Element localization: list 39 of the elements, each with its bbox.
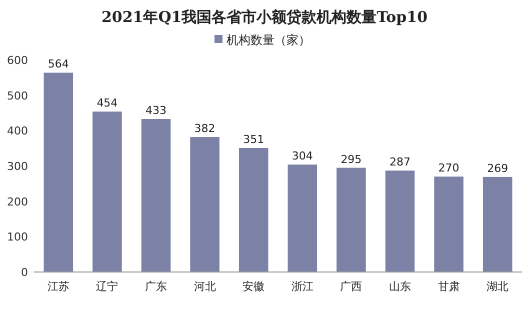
chart-title: 2021年Q1我国各省市小额贷款机构数量Top10 [101, 8, 428, 26]
x-tick-label: 河北 [194, 280, 216, 293]
x-tick-label: 辽宁 [96, 280, 118, 293]
x-tick-label: 浙江 [291, 280, 314, 293]
bar [385, 170, 415, 272]
data-label: 304 [292, 150, 313, 163]
data-label: 270 [438, 162, 460, 175]
bar [434, 176, 464, 272]
bar [141, 119, 171, 272]
bar [288, 164, 318, 272]
bar [336, 168, 366, 272]
data-label: 382 [194, 122, 216, 136]
y-tick-label: 200 [7, 195, 28, 208]
y-tick-label: 300 [7, 160, 28, 173]
data-label: 351 [243, 132, 264, 146]
data-label: 433 [146, 104, 166, 118]
x-tick-label: 广西 [340, 280, 362, 293]
data-label: 287 [390, 156, 410, 169]
x-tick-label: 甘肃 [438, 280, 460, 293]
x-tick-label: 安徽 [242, 280, 265, 293]
y-tick-label: 600 [7, 54, 28, 67]
x-tick-label: 山东 [389, 280, 411, 293]
y-tick-label: 500 [7, 89, 28, 102]
bar [238, 148, 268, 272]
data-label: 295 [340, 152, 362, 166]
legend-label: 机构数量（家） [226, 33, 310, 47]
bar [92, 112, 122, 272]
x-tick-label: 湖北 [486, 280, 509, 293]
data-label: 269 [487, 162, 508, 175]
data-label: 454 [96, 96, 118, 110]
bar [44, 72, 74, 272]
x-tick-label: 江苏 [47, 280, 70, 293]
y-tick-label: 0 [21, 266, 28, 279]
bar [190, 137, 220, 272]
y-tick-label: 400 [7, 124, 28, 138]
data-label: 564 [48, 58, 69, 71]
bar [482, 176, 512, 272]
x-tick-label: 广东 [145, 280, 167, 293]
y-tick-label: 100 [7, 230, 28, 244]
